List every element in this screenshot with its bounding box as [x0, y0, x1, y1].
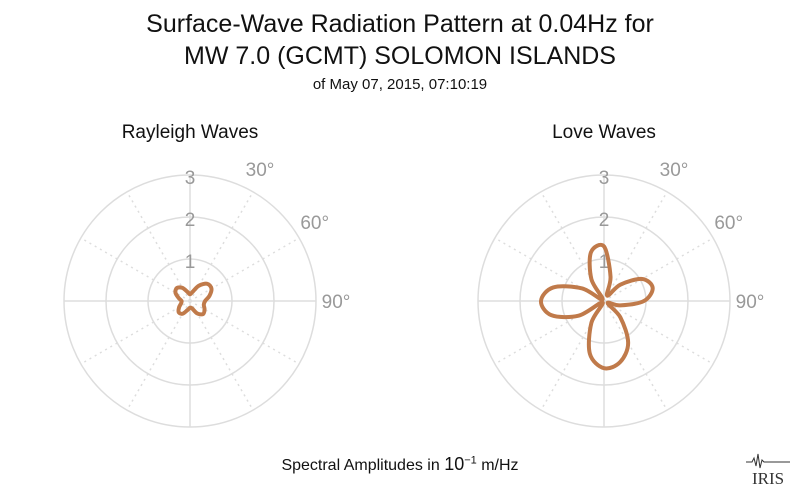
plot-2-ring-2: [519, 216, 689, 386]
plot-2-radial-tick-3: 3: [599, 168, 610, 189]
plot-1-radial-tick-2: 2: [185, 210, 196, 231]
svg-text:IRIS: IRIS: [752, 469, 784, 488]
plot-2-ring-3: [477, 174, 731, 428]
plot-2-spoke-150: [603, 300, 668, 411]
plot-1-radial-tick-1: 1: [185, 252, 196, 273]
plot-2-title: Love Waves: [552, 122, 656, 143]
plot-2-angle-label-60: 60°: [714, 213, 743, 234]
plot-2-angle-label-90: 90°: [736, 292, 765, 313]
plot-1-angle-label-60: 60°: [300, 213, 329, 234]
plot-1-spoke-150: [189, 300, 254, 411]
plot-2-spoke-30: [603, 191, 668, 302]
plot-1-title: Rayleigh Waves: [122, 122, 259, 143]
plot-1-spoke-330: [126, 191, 191, 302]
plot-2-spoke-120: [603, 300, 714, 365]
plot-2-radiation-curve: [539, 242, 655, 371]
footer-prefix: Spectral Amplitudes in: [281, 457, 445, 474]
plot-1-angle-label-30: 30°: [246, 160, 275, 181]
chart-title-line2: MW 7.0 (GCMT) SOLOMON ISLANDS: [184, 42, 616, 70]
footer-unit: m/Hz: [476, 457, 519, 474]
plot-2-radial-tick-2: 2: [599, 210, 610, 231]
footer-units: Spectral Amplitudes in 10−1 m/Hz: [0, 454, 800, 475]
plot-1-spoke-210: [126, 300, 191, 411]
plot-1-radiation-curve: [173, 281, 214, 317]
plot-1-ring-1: [147, 258, 233, 344]
plot-1-radial-tick-3: 3: [185, 168, 196, 189]
footer-exponent: −1: [464, 454, 477, 467]
plot-2-radial-tick-1: 1: [599, 252, 610, 273]
iris-logo: IRIS: [746, 453, 790, 488]
plot-1-spoke-60: [189, 237, 300, 302]
plot-2-spoke-60: [603, 237, 714, 302]
plot-1-ring-3: [63, 174, 317, 428]
plot-1-ring-2: [105, 216, 275, 386]
plot-1-spoke-240: [80, 300, 191, 365]
chart-title-line1: Surface-Wave Radiation Pattern at 0.04Hz…: [146, 10, 654, 38]
plot-1-angle-label-90: 90°: [322, 292, 351, 313]
chart-subtitle: of May 07, 2015, 07:10:19: [312, 76, 488, 93]
plot-2-angle-label-30: 30°: [660, 160, 689, 181]
footer-base: 10: [444, 454, 465, 474]
